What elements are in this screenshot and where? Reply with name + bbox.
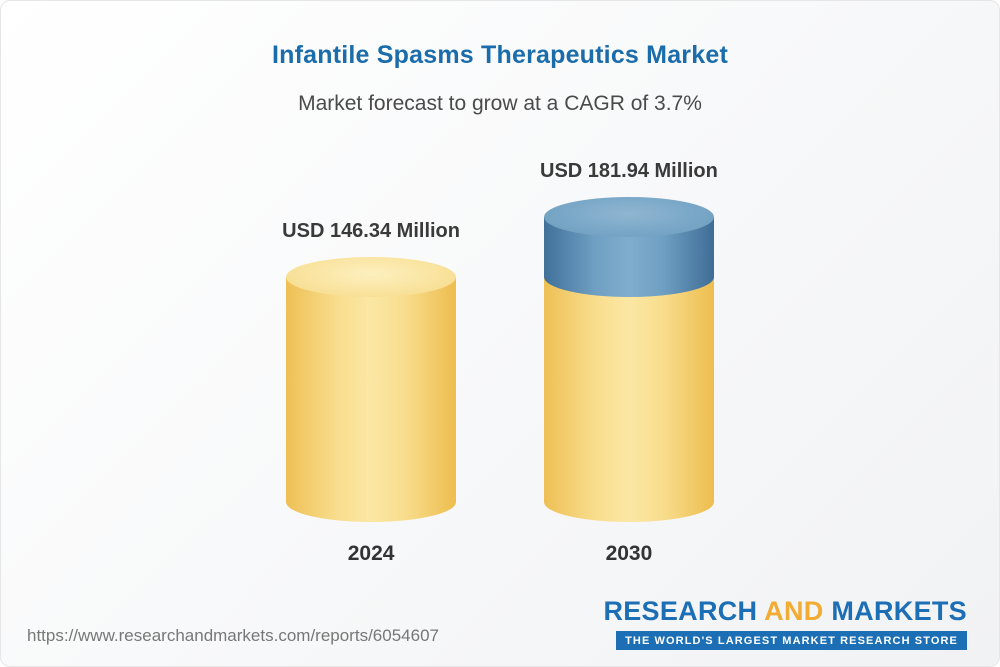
logo-word-and: AND [764, 596, 824, 626]
category-label-2024: 2024 [347, 542, 395, 565]
research-and-markets-logo: RESEARCH AND MARKETS THE WORLD'S LARGEST… [603, 596, 967, 650]
cylinder-cap-top-ellipse-2030 [543, 197, 714, 237]
value-label-2024: USD 146.34 Million [282, 220, 460, 242]
chart-header: Infantile Spasms Therapeutics Market Mar… [1, 41, 999, 116]
cylinder-bar-2024 [286, 257, 457, 522]
logo-word-research: RESEARCH [603, 596, 758, 626]
page-subtitle: Market forecast to grow at a CAGR of 3.7… [298, 92, 702, 115]
bar-group-2024: USD 146.34 Million 2024 [282, 220, 460, 566]
cylinder-bar-2030 [543, 197, 714, 522]
cylinder-body-2024 [286, 277, 457, 522]
value-label-2030: USD 181.94 Million [540, 160, 718, 182]
logo-word-markets: MARKETS [831, 596, 967, 626]
page-title: Infantile Spasms Therapeutics Market [272, 41, 728, 69]
report-url-link[interactable]: https://www.researchandmarkets.com/repor… [27, 626, 439, 645]
logo-tagline: THE WORLD'S LARGEST MARKET RESEARCH STOR… [616, 631, 967, 650]
category-label-2030: 2030 [605, 542, 653, 565]
chart-area: USD 146.34 Million 2024 USD 181.94 Milli… [1, 121, 999, 566]
bar-group-2030: USD 181.94 Million 2030 [540, 160, 718, 566]
logo-wordmark: RESEARCH AND MARKETS [603, 596, 967, 627]
cylinder-top-ellipse-2024 [286, 257, 457, 297]
